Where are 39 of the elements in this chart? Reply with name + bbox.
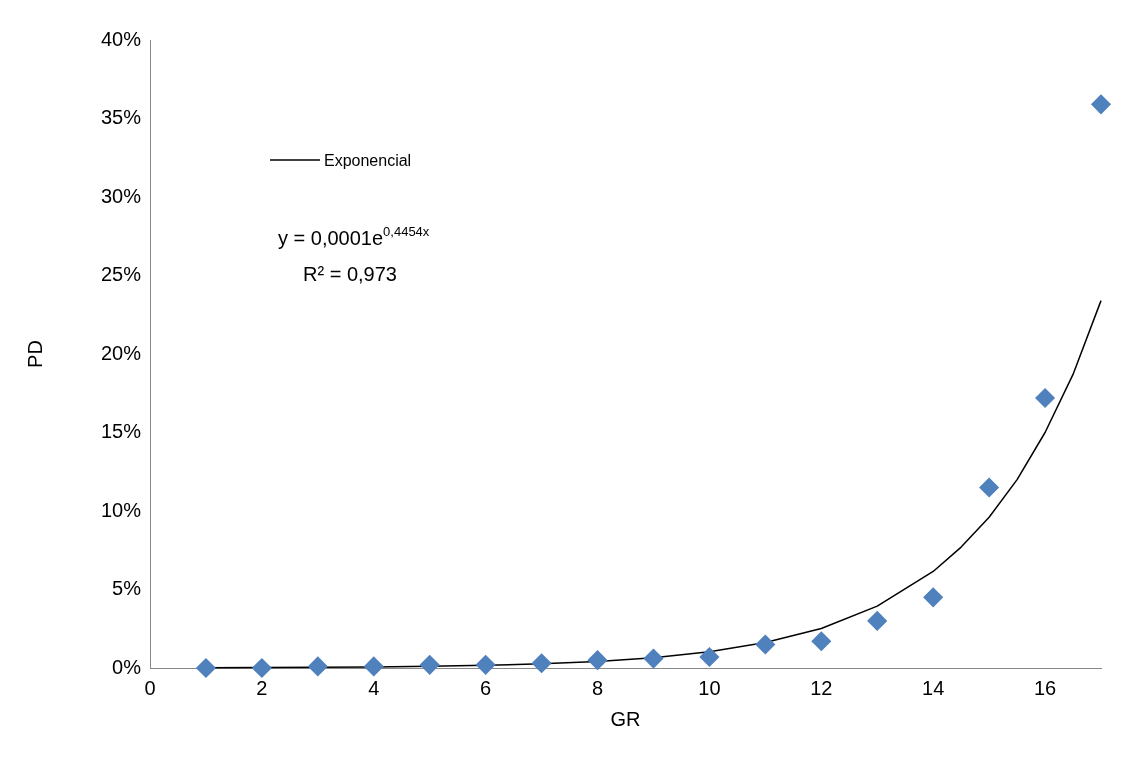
point	[531, 653, 552, 674]
point	[364, 656, 384, 677]
y-tick-label: 30%	[100, 184, 142, 207]
y-tick-label: 10%	[100, 498, 142, 521]
point	[811, 631, 832, 652]
x-tick-label: 8	[591, 676, 604, 699]
point	[923, 587, 943, 608]
x-axis-title: GR	[610, 707, 641, 730]
y-tick-label: 0%	[112, 655, 142, 678]
x-tick-label: 0	[144, 676, 156, 699]
point	[867, 611, 887, 631]
x-tick-label: 16	[1033, 676, 1057, 699]
point	[252, 658, 272, 678]
y-tick-label: 20%	[100, 341, 142, 364]
y-tick-label: 25%	[100, 263, 142, 286]
y-tick-label: 15%	[100, 420, 142, 443]
point	[699, 647, 720, 667]
x-tick-label: 12	[810, 676, 833, 699]
point	[308, 656, 328, 677]
legend-label: Exponencial	[324, 152, 412, 169]
y-tick-label: 5%	[112, 577, 142, 600]
x-tick-label: 2	[256, 676, 268, 699]
point	[1035, 388, 1055, 408]
point	[755, 634, 776, 655]
x-tick-label: 4	[368, 676, 380, 699]
point	[643, 648, 664, 669]
y-tick-label: 40%	[100, 27, 142, 50]
point	[475, 655, 496, 675]
x-tick-label: 10	[698, 676, 721, 699]
annotation: R² = 0,973	[303, 263, 397, 285]
point	[196, 658, 216, 678]
y-axis-title: PD	[23, 340, 46, 368]
point	[1091, 94, 1111, 115]
point	[979, 477, 999, 498]
point	[419, 655, 440, 675]
y-tick-label: 35%	[100, 106, 142, 129]
x-tick-label: 6	[480, 676, 492, 699]
point	[587, 650, 608, 670]
x-tick-label: 14	[922, 676, 945, 699]
